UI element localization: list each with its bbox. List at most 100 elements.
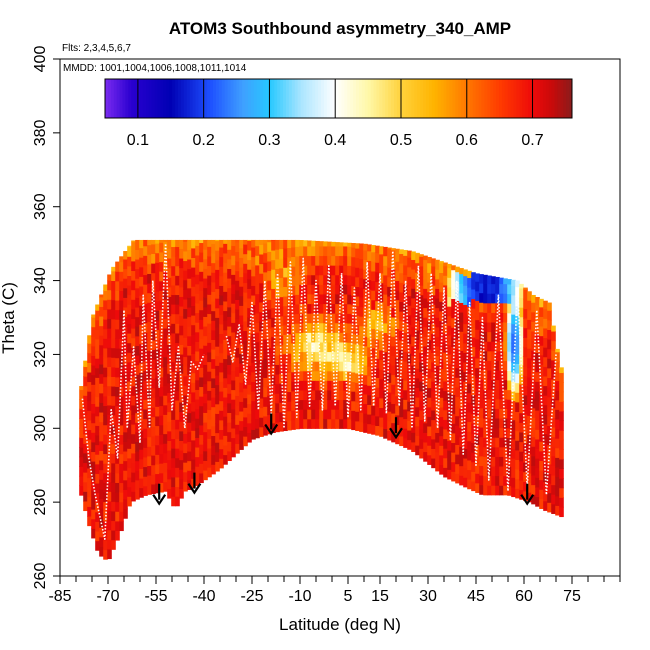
heatmap-cell — [399, 253, 404, 264]
heatmap-cell — [127, 467, 132, 478]
heatmap-cell — [319, 351, 324, 362]
heatmap-cell — [227, 450, 232, 462]
heatmap-field — [79, 239, 564, 560]
heatmap-cell — [543, 491, 548, 502]
heatmap-cell — [251, 304, 256, 315]
heatmap-cell — [203, 239, 208, 250]
heatmap-cell — [307, 265, 312, 276]
heatmap-cell — [503, 456, 508, 467]
heatmap-cell — [467, 270, 472, 279]
heatmap-cell — [375, 406, 380, 417]
heatmap-cell — [195, 283, 200, 294]
heatmap-cell — [131, 308, 136, 320]
x-tick-label: -10 — [288, 588, 311, 605]
heatmap-cell — [311, 351, 316, 362]
heatmap-cell — [339, 418, 344, 429]
heatmap-cell — [159, 299, 164, 311]
heatmap-cell — [383, 399, 388, 410]
heatmap-cell — [79, 485, 84, 496]
heatmap-cell — [235, 424, 240, 435]
heatmap-cell — [507, 293, 512, 304]
colorbar-swatch — [201, 79, 205, 118]
heatmap-cell — [155, 463, 160, 475]
heatmap-cell — [175, 342, 180, 353]
heatmap-cell — [143, 264, 148, 276]
heatmap-cell — [491, 465, 496, 477]
heatmap-cell — [275, 268, 280, 279]
heatmap-cell — [303, 361, 308, 372]
heatmap-cell — [211, 239, 216, 244]
heatmap-cell — [395, 270, 400, 281]
heatmap-cell — [179, 411, 184, 422]
heatmap-cell — [411, 316, 416, 328]
heatmap-cell — [475, 348, 480, 359]
heatmap-cell — [411, 413, 416, 424]
heatmap-cell — [387, 324, 392, 335]
colorbar-swatch — [338, 79, 342, 118]
heatmap-cell — [363, 403, 368, 414]
heatmap-cell — [183, 375, 188, 386]
heatmap-cell — [127, 265, 132, 276]
heatmap-cell — [367, 385, 372, 396]
heatmap-cell — [423, 326, 428, 337]
heatmap-cell — [215, 336, 220, 347]
heatmap-cell — [203, 335, 208, 346]
heatmap-cell — [435, 355, 440, 366]
heatmap-cell — [363, 374, 368, 385]
heatmap-cell — [391, 432, 396, 443]
heatmap-cell — [91, 384, 96, 395]
heatmap-cell — [115, 347, 120, 359]
heatmap-cell — [439, 397, 444, 408]
heatmap-cell — [99, 546, 104, 557]
heatmap-cell — [175, 332, 180, 344]
heatmap-cell — [259, 388, 264, 399]
heatmap-cell — [123, 258, 128, 270]
heatmap-cell — [275, 325, 280, 337]
colorbar-swatch — [487, 79, 491, 118]
heatmap-cell — [527, 386, 532, 397]
heatmap-cell — [199, 290, 204, 301]
heatmap-cell — [203, 469, 208, 481]
dates-note: MMDD: 1001,1004,1006,1008,1011,1014 — [63, 63, 247, 74]
heatmap-cell — [183, 433, 188, 444]
heatmap-cell — [103, 376, 108, 387]
heatmap-cell — [267, 241, 272, 252]
x-tick-label: 5 — [344, 588, 353, 605]
heatmap-cell — [483, 456, 488, 467]
heatmap-cell — [535, 371, 540, 382]
heatmap-cell — [279, 315, 284, 326]
heatmap-cell — [295, 380, 300, 391]
heatmap-cell — [539, 412, 544, 423]
heatmap-cell — [411, 432, 416, 443]
heatmap-cell — [183, 239, 188, 242]
heatmap-cell — [143, 456, 148, 468]
heatmap-cell — [523, 462, 528, 473]
heatmap-cell — [155, 358, 160, 369]
heatmap-cell — [179, 373, 184, 384]
heatmap-cell — [403, 351, 408, 362]
heatmap-cell — [315, 322, 320, 333]
heatmap-cell — [387, 372, 392, 383]
heatmap-cell — [419, 438, 424, 449]
heatmap-cell — [87, 410, 92, 421]
heatmap-cell — [395, 248, 400, 253]
heatmap-cell — [507, 399, 512, 410]
colorbar-swatch — [504, 79, 509, 118]
colorbar-swatch — [420, 79, 424, 118]
heatmap-cell — [367, 250, 372, 261]
heatmap-cell — [275, 335, 280, 346]
heatmap-cell — [335, 409, 340, 420]
heatmap-cell — [215, 317, 220, 328]
heatmap-cell — [171, 438, 176, 449]
x-tick-label: 15 — [371, 588, 389, 605]
heatmap-cell — [559, 506, 564, 518]
heatmap-cell — [527, 482, 532, 493]
heatmap-cell — [511, 285, 516, 296]
heatmap-cell — [495, 408, 500, 419]
heatmap-cell — [483, 312, 488, 323]
heatmap-cell — [283, 334, 288, 345]
heatmap-cell — [503, 408, 508, 419]
heatmap-cell — [431, 381, 436, 392]
colorbar-swatch — [151, 79, 156, 118]
heatmap-cell — [247, 317, 252, 328]
